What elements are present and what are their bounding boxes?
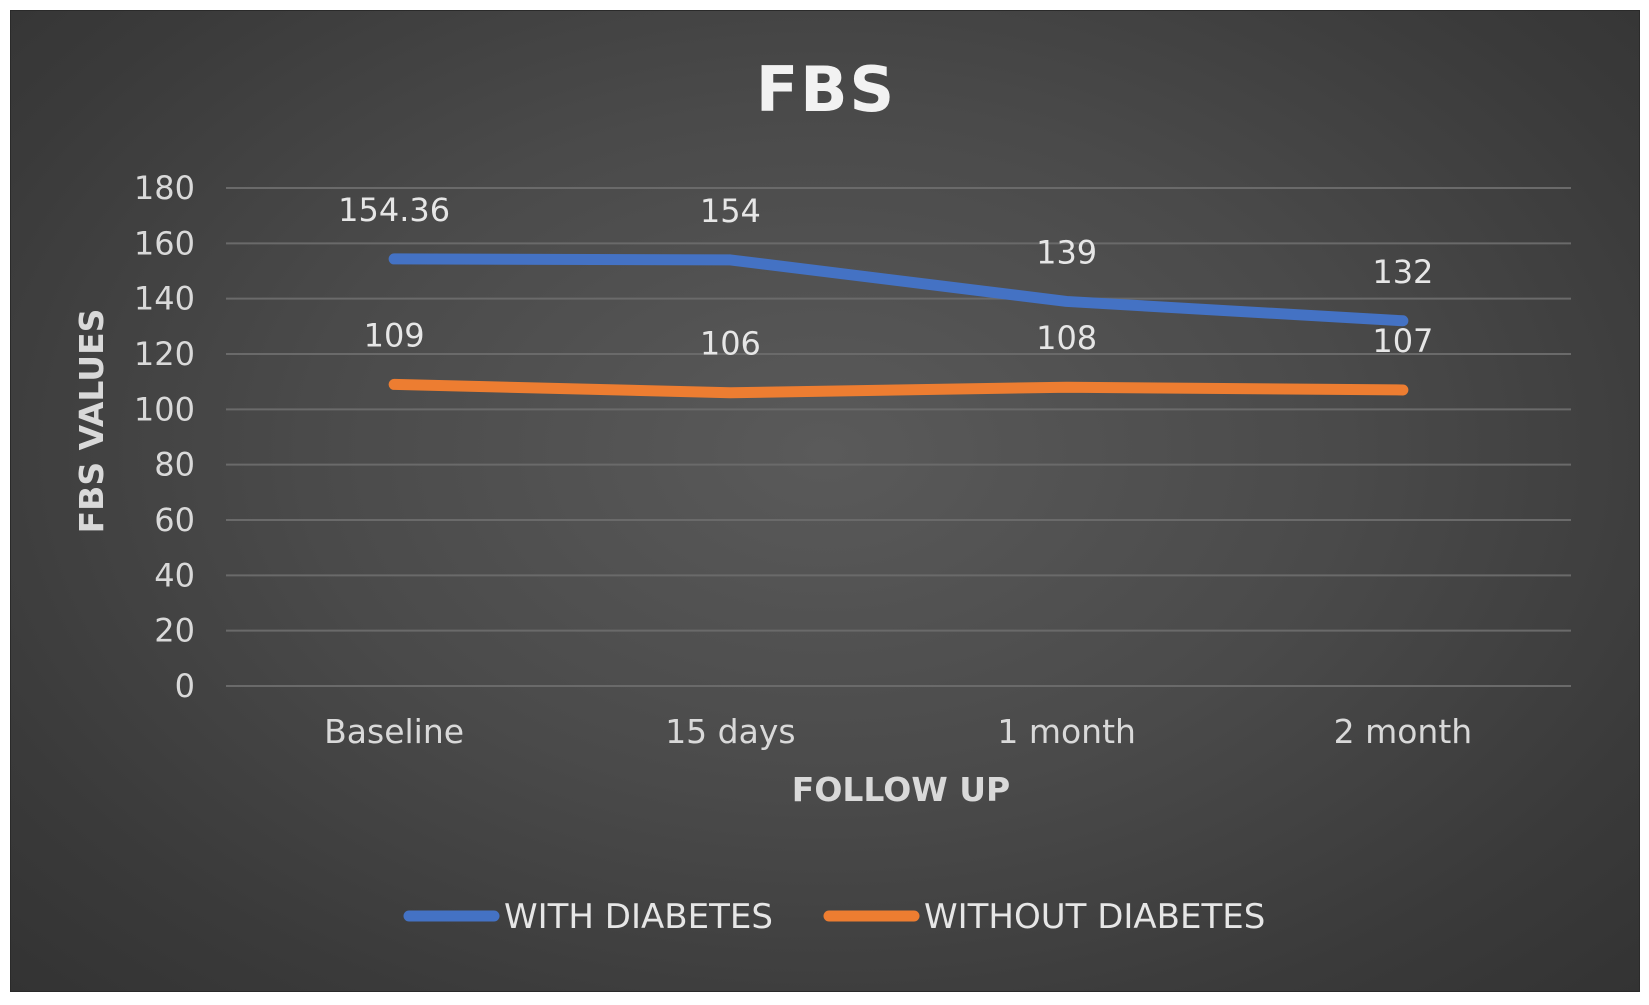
data-label: 108 bbox=[1036, 319, 1097, 357]
legend-item: WITH DIABETES bbox=[403, 897, 773, 937]
chart-title: FBS bbox=[756, 53, 896, 126]
data-label: 109 bbox=[364, 316, 425, 354]
y-tick-label: 20 bbox=[154, 612, 195, 650]
data-label: 132 bbox=[1372, 253, 1433, 291]
data-label: 139 bbox=[1036, 233, 1097, 271]
y-tick-label: 60 bbox=[154, 501, 195, 539]
data-label: 106 bbox=[700, 325, 761, 363]
x-category-label: 1 month bbox=[997, 712, 1136, 751]
chart-area: FBS 0 20 40 60 80 100 120 140 160 180 Baseline 15 … bbox=[10, 10, 1640, 992]
data-label: 107 bbox=[1372, 322, 1433, 360]
legend-item: WITHOUT DIABETES bbox=[823, 897, 1265, 937]
data-label: 154 bbox=[700, 192, 761, 230]
data-labels: 154.36 154 139 132 109 106 108 107 bbox=[338, 191, 1433, 363]
y-axis-title: FBS VALUES bbox=[72, 309, 111, 534]
x-axis-title: FOLLOW UP bbox=[792, 770, 1010, 809]
legend-label: WITHOUT DIABETES bbox=[924, 897, 1265, 937]
line-chart: FBS 0 20 40 60 80 100 120 140 160 180 Baseline 15 … bbox=[72, 53, 1571, 937]
y-axis-ticks: 0 20 40 60 80 100 120 140 160 180 bbox=[134, 169, 195, 705]
series-line-with-diabetes bbox=[388, 253, 1409, 327]
gridlines bbox=[226, 187, 1571, 687]
y-tick-label: 40 bbox=[154, 556, 195, 594]
data-label: 154.36 bbox=[338, 191, 450, 229]
y-tick-label: 140 bbox=[134, 280, 195, 318]
x-category-label: Baseline bbox=[324, 712, 464, 751]
legend: WITH DIABETES WITHOUT DIABETES bbox=[403, 897, 1265, 937]
series-lines bbox=[388, 253, 1409, 399]
y-tick-label: 100 bbox=[134, 390, 195, 428]
legend-label: WITH DIABETES bbox=[504, 897, 773, 937]
y-tick-label: 120 bbox=[134, 335, 195, 373]
y-tick-label: 160 bbox=[134, 224, 195, 262]
x-axis-categories: Baseline 15 days 1 month 2 month bbox=[324, 712, 1472, 751]
y-tick-label: 0 bbox=[175, 667, 195, 705]
y-tick-label: 80 bbox=[154, 446, 195, 484]
y-tick-label: 180 bbox=[134, 169, 195, 207]
x-category-label: 2 month bbox=[1334, 712, 1473, 751]
series-line-without-diabetes bbox=[388, 378, 1409, 399]
x-category-label: 15 days bbox=[665, 712, 795, 751]
